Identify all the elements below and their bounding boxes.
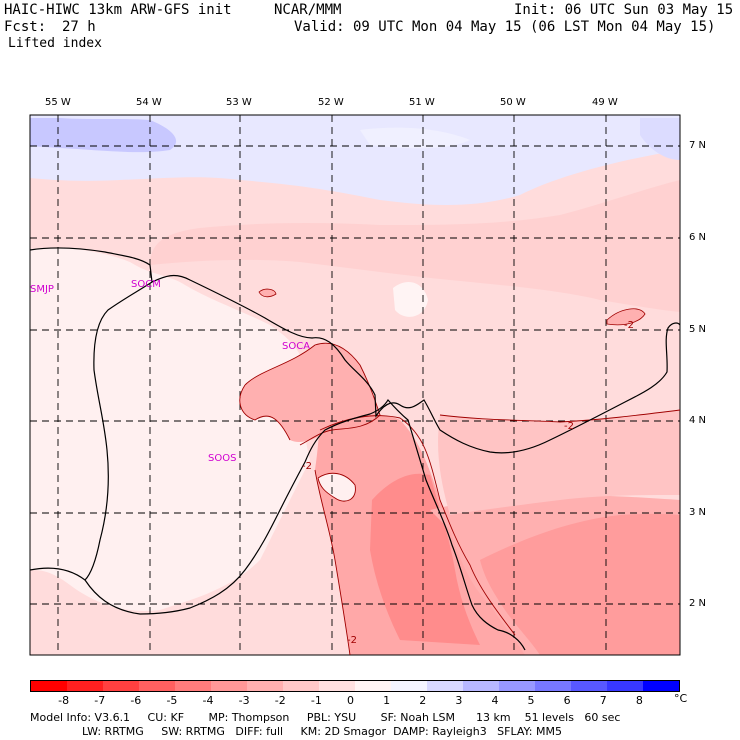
color-swatch <box>499 681 535 691</box>
color-swatch <box>139 681 175 691</box>
field-name: Lifted index <box>8 36 102 51</box>
salmon-blob-ne <box>606 308 646 326</box>
colorbar-tick-label: 3 <box>455 694 463 707</box>
color-swatch <box>103 681 139 691</box>
latitude-label: 4 N <box>689 415 707 426</box>
color-swatch <box>319 681 355 691</box>
latitude-label: 5 N <box>689 324 707 335</box>
pale-blob-coastal <box>318 473 356 502</box>
latitude-label: 3 N <box>689 507 707 518</box>
colorbar-tick-label: -1 <box>310 694 322 707</box>
station-label: SOOS <box>208 453 237 464</box>
map-frame <box>29 114 681 656</box>
contour-line <box>317 472 356 502</box>
latitude-label: 2 N <box>689 598 707 609</box>
colorbar-tick-label: 7 <box>599 694 607 707</box>
deep-salmon-core <box>370 473 480 645</box>
color-swatch <box>535 681 571 691</box>
contour-line <box>314 469 351 656</box>
pale-blue-patch <box>360 127 470 149</box>
longitude-label: 50 W <box>500 97 526 108</box>
longitude-label: 55 W <box>45 97 71 108</box>
contour-line <box>439 409 681 423</box>
pale-pink-interior <box>30 248 310 611</box>
longitude-label: 49 W <box>592 97 618 108</box>
colorbar-tick-label: -7 <box>94 694 106 707</box>
colorbar-tick-label: 0 <box>347 694 354 707</box>
colorbar-tick-label: -6 <box>130 694 142 707</box>
colorbar-tick-label: 1 <box>383 694 391 707</box>
colorbar-tick-label: -3 <box>238 694 250 707</box>
colorbar-tick-label: -4 <box>202 694 214 707</box>
colorbar-tick-label: 2 <box>419 694 427 707</box>
deep-salmon-east <box>480 513 680 655</box>
init-time: Init: 06 UTC Sun 03 May 15 <box>514 2 734 18</box>
color-scale-bar <box>30 680 680 692</box>
colorbar-tick-label: -2 <box>274 694 286 707</box>
organization-label: NCAR/MMM <box>274 2 342 18</box>
colorbar-tick-label: -8 <box>58 694 70 707</box>
model-info-line1: Model Info: V3.6.1 CU: KF MP: Thompson P… <box>30 711 621 724</box>
color-swatch <box>247 681 283 691</box>
salmon-blob-small <box>258 288 277 298</box>
coastline <box>29 247 681 454</box>
pink-ocean-band <box>150 180 680 312</box>
colorbar-tick-label: 8 <box>635 694 643 707</box>
colorbar-tick-label: 6 <box>563 694 571 707</box>
model-info-line2: LW: RRTMG SW: RRTMG DIFF: full KM: 2D Sm… <box>82 725 562 738</box>
color-swatch <box>463 681 499 691</box>
color-swatch <box>607 681 643 691</box>
colorbar-tick-label: -5 <box>166 694 178 707</box>
pink-east-shelf <box>438 410 680 515</box>
color-swatch <box>175 681 211 691</box>
color-swatch <box>67 681 103 691</box>
color-swatch <box>31 681 67 691</box>
contour-label: -2 <box>624 320 634 331</box>
longitude-label: 54 W <box>136 97 162 108</box>
contour-line <box>319 415 516 636</box>
border-south <box>84 398 526 651</box>
light-blue-band <box>30 115 680 205</box>
coastlines <box>29 247 681 651</box>
latitude-label: 6 N <box>689 232 707 243</box>
longitude-label: 51 W <box>409 97 435 108</box>
contour-label: -2 <box>347 635 357 646</box>
color-swatch <box>355 681 391 691</box>
colorbar-unit: °C <box>674 692 688 705</box>
color-swatch <box>211 681 247 691</box>
contour-label: -2 <box>302 461 312 472</box>
color-swatch <box>571 681 607 691</box>
model-title: HAIC-HIWC 13km ARW-GFS init <box>4 2 232 18</box>
pale-blob-ocean <box>393 281 428 317</box>
longitude-label: 52 W <box>318 97 344 108</box>
color-swatch <box>643 681 679 691</box>
contour-label: -2 <box>564 421 574 432</box>
station-label: SOCM <box>131 279 161 290</box>
colorbar-tick-label: 5 <box>527 694 535 707</box>
contours <box>239 342 681 656</box>
blue-patch-east <box>640 118 680 160</box>
border-west <box>29 281 153 581</box>
color-swatch <box>283 681 319 691</box>
forecast-label: Fcst: <box>4 19 47 35</box>
longitude-label: 53 W <box>226 97 252 108</box>
colorbar-tick-label: 4 <box>491 694 499 707</box>
valid-time: Valid: 09 UTC Mon 04 May 15 (06 LST Mon … <box>294 19 716 35</box>
color-swatch <box>391 681 427 691</box>
contour-labels: -2 -2 -2 -2 <box>302 320 634 646</box>
station-label: SMJP <box>30 284 54 295</box>
station-label: SOCA <box>282 341 311 352</box>
latitude-label: 7 N <box>689 140 707 151</box>
color-swatch <box>427 681 463 691</box>
blue-patch-west <box>30 118 177 153</box>
forecast-hour: 27 h <box>62 19 96 35</box>
contour-line <box>239 384 291 441</box>
